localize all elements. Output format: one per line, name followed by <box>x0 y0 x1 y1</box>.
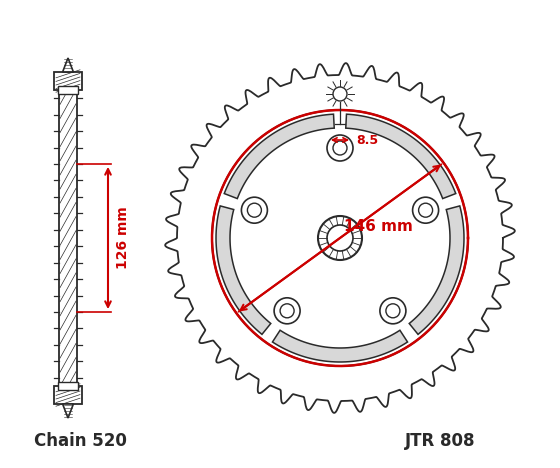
Text: 146 mm: 146 mm <box>344 219 413 234</box>
Circle shape <box>248 203 262 217</box>
Circle shape <box>333 141 347 155</box>
Polygon shape <box>63 404 73 418</box>
Text: 8.5: 8.5 <box>356 133 378 146</box>
Text: Chain 520: Chain 520 <box>34 432 127 450</box>
Polygon shape <box>63 58 73 72</box>
Polygon shape <box>346 114 456 198</box>
Bar <box>59 90 77 386</box>
Text: JTR 808: JTR 808 <box>405 432 475 450</box>
Circle shape <box>413 197 438 223</box>
Circle shape <box>380 298 406 324</box>
Polygon shape <box>409 206 464 334</box>
Circle shape <box>241 197 268 223</box>
Circle shape <box>333 87 347 101</box>
Circle shape <box>418 203 432 217</box>
Text: 126 mm: 126 mm <box>116 207 130 270</box>
Bar <box>58 86 78 94</box>
Bar <box>54 386 82 404</box>
Polygon shape <box>273 330 408 362</box>
Polygon shape <box>224 114 334 198</box>
Circle shape <box>327 135 353 161</box>
Circle shape <box>386 304 400 318</box>
Circle shape <box>318 216 362 260</box>
Bar <box>54 72 82 90</box>
Circle shape <box>274 298 300 324</box>
Circle shape <box>280 304 294 318</box>
Polygon shape <box>216 206 271 334</box>
Circle shape <box>327 225 353 251</box>
Bar <box>58 382 78 390</box>
